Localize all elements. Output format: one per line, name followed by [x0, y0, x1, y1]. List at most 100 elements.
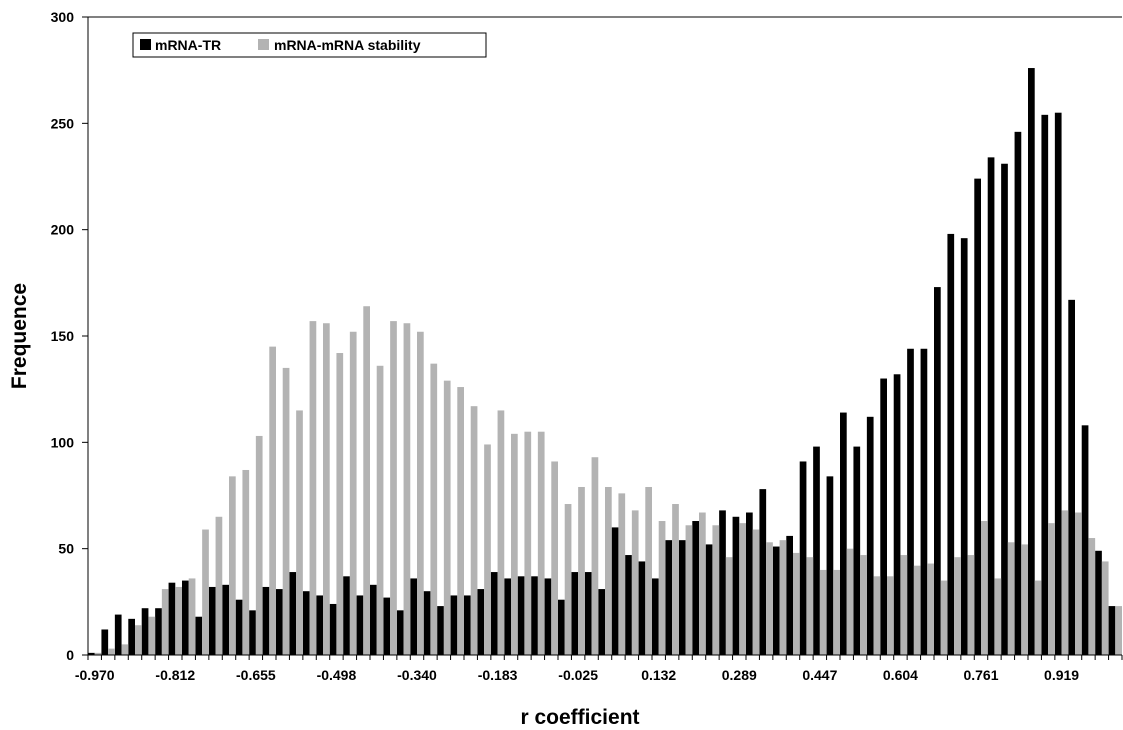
y-tick-label-0: 0	[66, 647, 74, 663]
bar-mrna-tr-28	[464, 595, 471, 655]
bar-mrna-tr-75	[1095, 550, 1102, 655]
bar-mrna-tr-37	[584, 572, 592, 655]
bar-mrna-tr-69	[1014, 131, 1022, 656]
bar-mrna-tr-44	[678, 540, 686, 655]
x-tick-label-0: -0.970	[75, 667, 115, 683]
bar-mrna-mrna-stability-25	[430, 363, 438, 655]
bar-mrna-tr-61	[907, 348, 914, 655]
bar-mrna-mrna-stability-4	[148, 616, 156, 655]
bar-mrna-tr-33	[531, 576, 538, 655]
bar-mrna-mrna-stability-17	[323, 323, 330, 655]
bar-mrna-mrna-stability-11	[242, 469, 250, 655]
x-tick-label-11: 0.761	[963, 667, 998, 683]
bar-mrna-mrna-stability-49	[752, 529, 760, 655]
bar-mrna-mrna-stability-70	[1034, 580, 1042, 655]
bar-mrna-mrna-stability-54	[819, 569, 827, 655]
bar-mrna-mrna-stability-12	[255, 435, 263, 655]
bar-mrna-tr-53	[799, 461, 807, 655]
bar-mrna-mrna-stability-5	[161, 589, 169, 655]
bar-mrna-mrna-stability-19	[349, 331, 357, 655]
bar-mrna-mrna-stability-63	[940, 580, 948, 655]
bar-mrna-tr-42	[652, 578, 659, 655]
bar-mrna-mrna-stability-18	[336, 353, 344, 655]
bar-mrna-mrna-stability-42	[658, 521, 666, 655]
bar-mrna-tr-70	[1028, 68, 1035, 656]
x-tick-label-3: -0.498	[317, 667, 357, 683]
bar-mrna-tr-54	[813, 446, 820, 655]
bar-mrna-mrna-stability-35	[564, 504, 572, 655]
x-tick-label-7: 0.132	[641, 667, 676, 683]
bar-mrna-mrna-stability-64	[954, 557, 961, 655]
bar-mrna-mrna-stability-50	[766, 542, 773, 655]
bar-mrna-tr-43	[665, 540, 673, 655]
bars-layer	[88, 68, 1122, 656]
bar-mrna-tr-23	[396, 610, 404, 655]
legend-swatch-mrna-mrna-stability	[258, 39, 269, 50]
bar-mrna-mrna-stability-40	[631, 510, 639, 655]
bar-mrna-tr-35	[558, 599, 565, 655]
bar-mrna-tr-2	[114, 614, 122, 655]
bar-mrna-mrna-stability-13	[269, 346, 276, 655]
legend-box	[132, 32, 487, 58]
bar-mrna-mrna-stability-68	[1007, 542, 1015, 655]
bar-mrna-mrna-stability-24	[417, 331, 424, 655]
x-tick-label-5: -0.183	[478, 667, 518, 683]
bar-mrna-tr-1	[101, 629, 109, 655]
bar-mrna-mrna-stability-69	[1021, 544, 1028, 655]
bar-mrna-mrna-stability-31	[511, 433, 518, 655]
bar-mrna-tr-46	[705, 544, 713, 655]
bar-mrna-mrna-stability-26	[443, 380, 451, 655]
bar-mrna-tr-58	[866, 416, 874, 655]
y-tick-label-300: 300	[51, 9, 75, 25]
bar-mrna-mrna-stability-29	[484, 444, 491, 655]
bar-mrna-mrna-stability-71	[1048, 523, 1055, 655]
bar-mrna-tr-0	[88, 652, 95, 655]
bar-mrna-mrna-stability-56	[846, 548, 854, 655]
bar-mrna-tr-32	[517, 576, 525, 655]
bar-mrna-mrna-stability-51	[779, 540, 787, 655]
bar-mrna-tr-55	[826, 476, 834, 655]
bar-mrna-mrna-stability-60	[900, 555, 908, 655]
bar-mrna-tr-72	[1054, 112, 1062, 655]
bar-mrna-tr-14	[276, 589, 283, 655]
legend-label-mrna-mrna-stability: mRNA-mRNA stability	[274, 37, 421, 53]
bar-mrna-mrna-stability-76	[1115, 606, 1122, 655]
y-axis: 0 50 100 150 200 250 300	[51, 9, 89, 663]
bar-mrna-mrna-stability-52	[793, 552, 800, 655]
bar-mrna-mrna-stability-74	[1088, 538, 1096, 655]
x-tick-label-10: 0.604	[883, 667, 918, 683]
bar-mrna-mrna-stability-14	[282, 367, 290, 655]
bar-mrna-mrna-stability-7	[188, 578, 196, 655]
x-axis: -0.970 -0.812 -0.655 -0.498 -0.340 -0.183 -0.0…	[75, 16, 1123, 683]
x-tick-label-4: -0.340	[397, 667, 437, 683]
y-tick-label-150: 150	[51, 328, 75, 344]
bar-mrna-mrna-stability-9	[215, 516, 223, 655]
bar-mrna-mrna-stability-32	[524, 431, 532, 655]
bar-mrna-mrna-stability-57	[860, 555, 867, 655]
bar-mrna-tr-64	[947, 233, 955, 656]
bar-mrna-tr-27	[450, 595, 458, 655]
bar-mrna-mrna-stability-58	[873, 576, 881, 655]
bar-mrna-tr-17	[316, 595, 323, 655]
bar-mrna-tr-18	[329, 603, 337, 655]
bar-mrna-mrna-stability-41	[645, 486, 652, 655]
bar-mrna-mrna-stability-43	[672, 504, 679, 655]
bar-mrna-tr-60	[893, 374, 901, 655]
bar-mrna-mrna-stability-59	[887, 576, 894, 655]
bar-mrna-mrna-stability-55	[833, 569, 840, 655]
x-tick-label-1: -0.812	[155, 667, 195, 683]
bar-mrna-tr-74	[1081, 425, 1089, 655]
bar-mrna-tr-41	[638, 561, 646, 655]
bar-mrna-mrna-stability-30	[497, 410, 505, 655]
bar-mrna-tr-7	[182, 580, 189, 655]
bar-mrna-tr-34	[544, 578, 552, 655]
bar-mrna-mrna-stability-48	[739, 523, 746, 655]
bar-mrna-mrna-stability-23	[403, 323, 411, 655]
x-tick-label-6: -0.025	[558, 667, 598, 683]
bar-mrna-tr-39	[611, 527, 619, 655]
bar-mrna-mrna-stability-10	[229, 476, 236, 655]
bar-mrna-tr-67	[987, 157, 995, 656]
bar-mrna-mrna-stability-72	[1061, 510, 1069, 655]
y-axis-title: Frequence	[8, 283, 31, 389]
